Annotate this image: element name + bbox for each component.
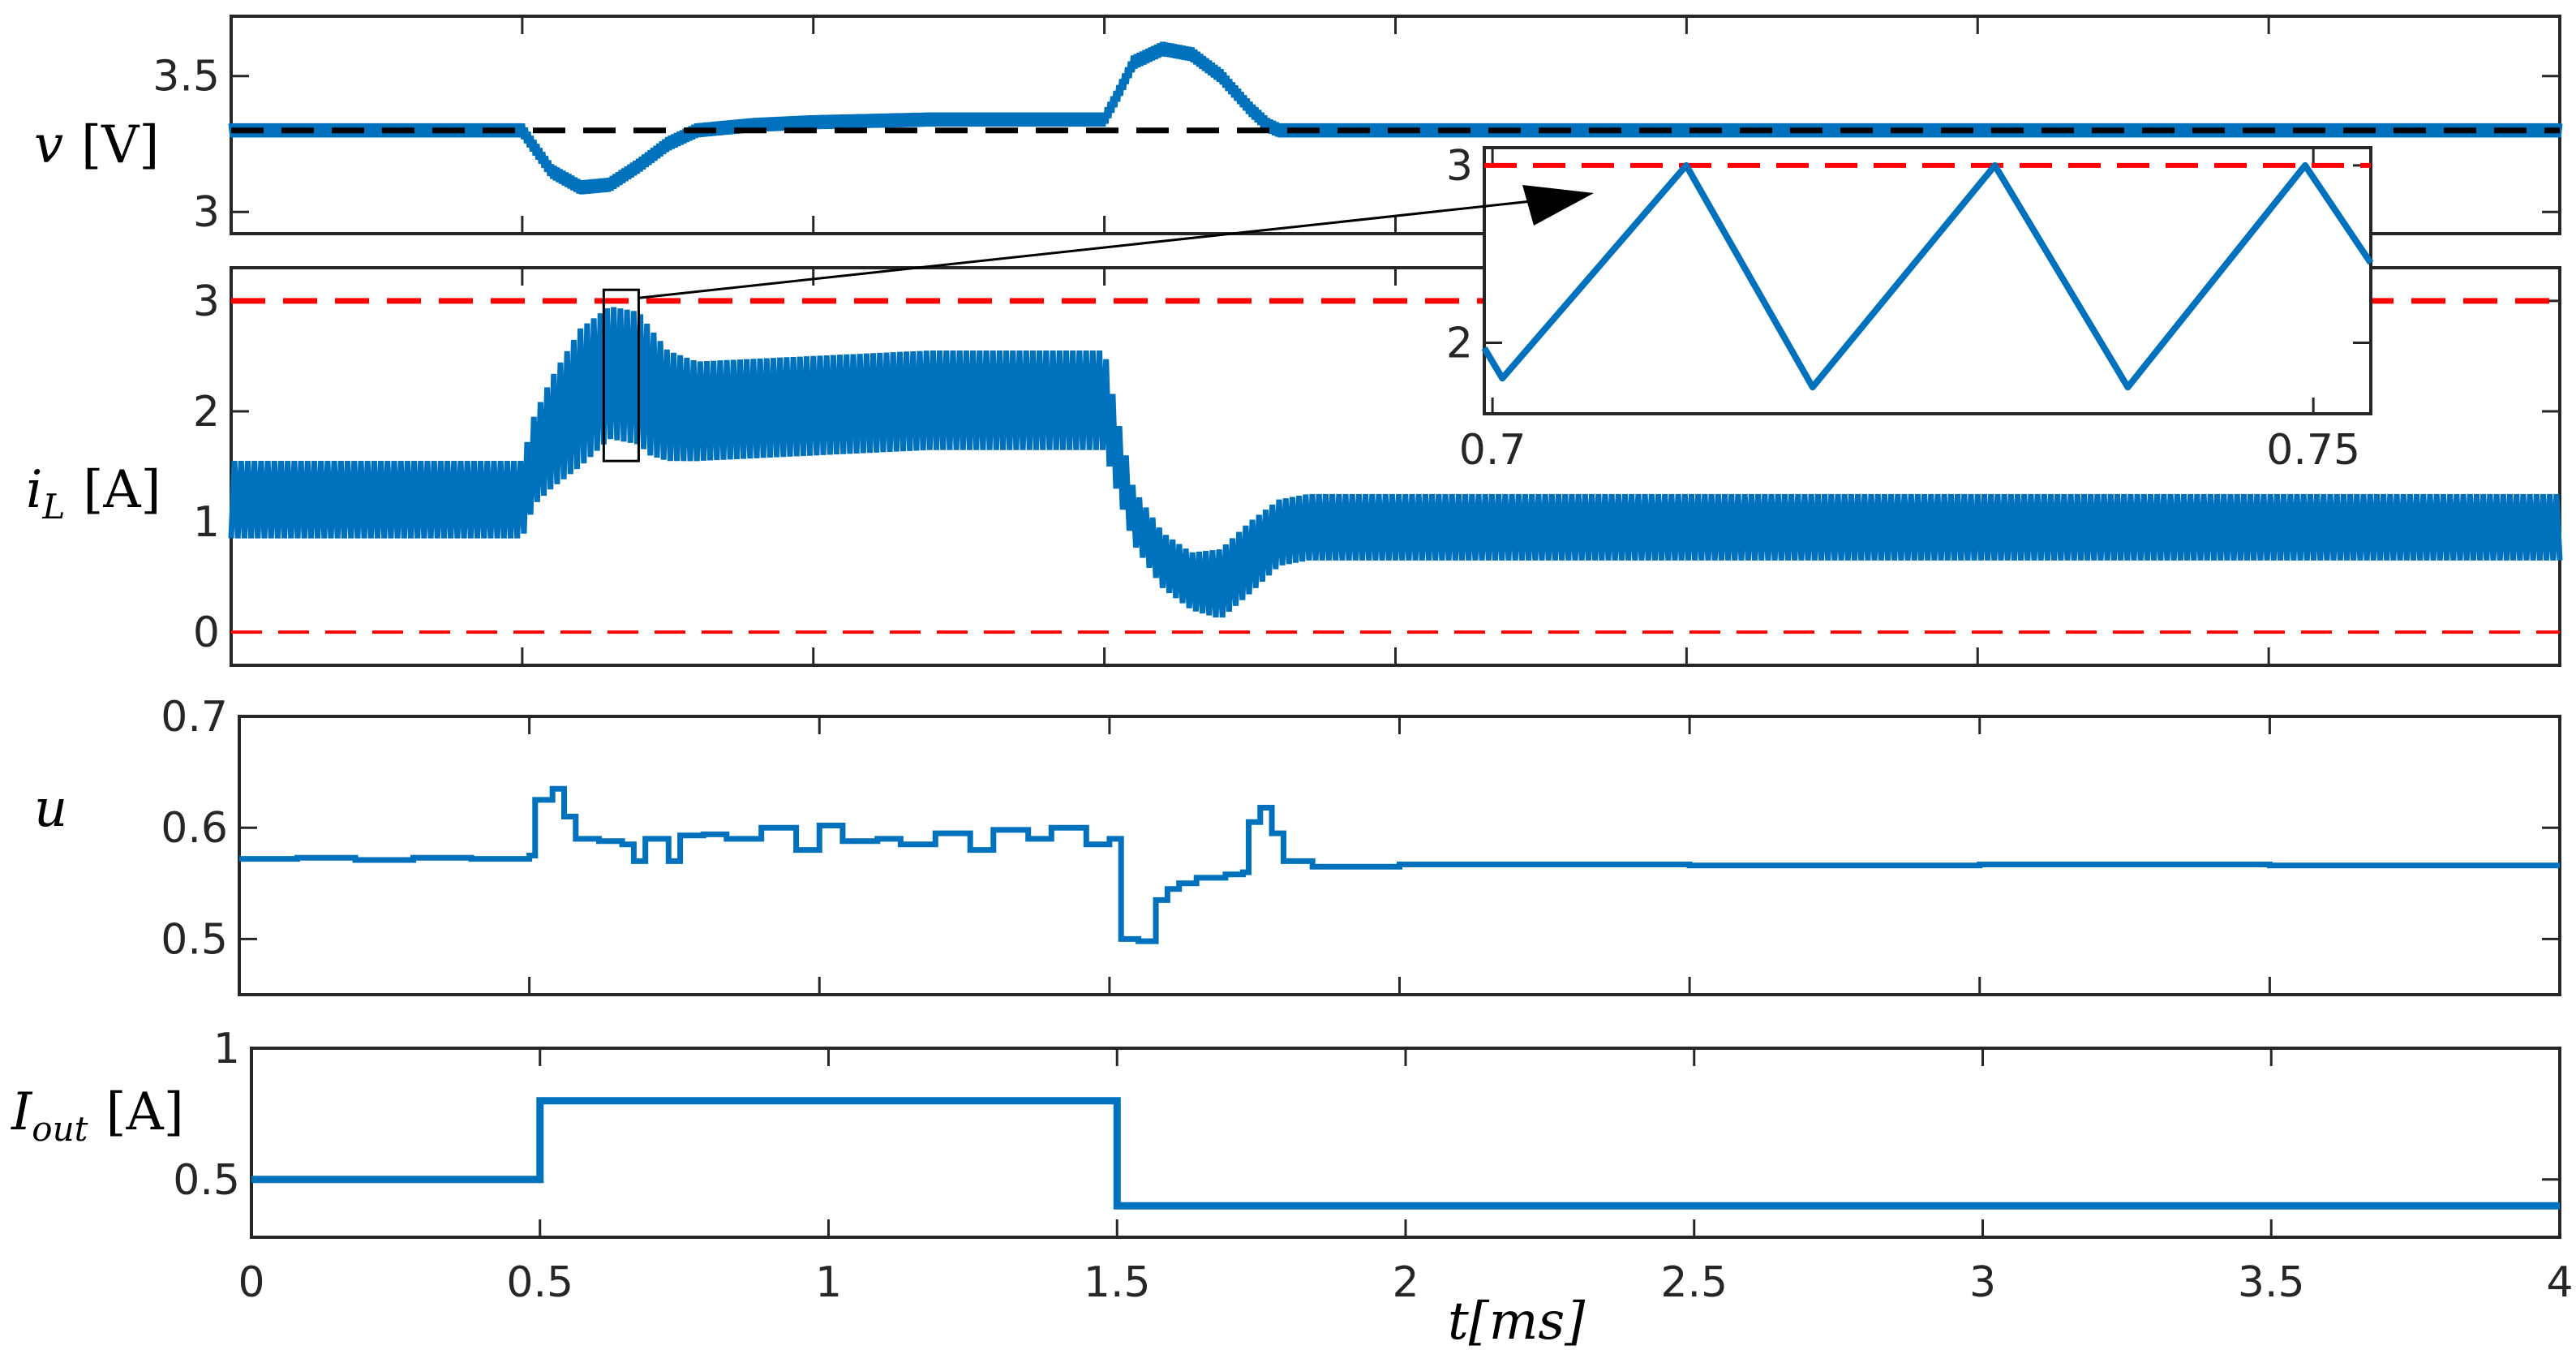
duty-series-line — [239, 785, 2560, 944]
current-ytick-label: 1 — [193, 498, 220, 547]
zoom-arrow-head — [1522, 185, 1594, 226]
current-xticks — [230, 268, 2561, 665]
load-marks — [251, 1097, 2560, 1210]
duty-panel: 0.5 0.6 0.7 u — [34, 693, 2561, 996]
inset-marks — [1481, 161, 2374, 391]
duty-y-axis-label: u — [34, 779, 67, 839]
inset-xtick-label: 0.75 — [2266, 426, 2360, 475]
x-tick-label: 1.5 — [1084, 1258, 1151, 1307]
voltage-panel: 33.5 v [V] — [34, 15, 2563, 237]
x-axis-unit: [ms] — [1469, 1292, 1586, 1352]
duty-ytick-label: 0.5 — [161, 915, 228, 964]
current-ytick-label: 0 — [193, 608, 220, 657]
inset-plot-frame — [1483, 146, 2372, 415]
duty-ytick-label: 0.7 — [161, 693, 228, 742]
x-tick-label: 4 — [2546, 1258, 2573, 1307]
voltage-ytick-label: 3.5 — [152, 53, 220, 101]
load-panel: 0.51 0 0.5 1 1.5 2 2.5 3 3.5 4 Iout [A] t[ms] — [11, 1025, 2574, 1352]
load-xticks: 0 0.5 1 1.5 2 2.5 3 3.5 4 — [238, 1048, 2574, 1307]
x-tick-label: 3.5 — [2238, 1258, 2305, 1307]
load-yticks: 0.51 — [173, 1025, 2560, 1205]
x-tick-label: 3 — [1969, 1258, 1996, 1307]
x-tick-label: 1 — [815, 1258, 842, 1307]
inset-series-line — [1481, 161, 2374, 391]
inset-ytick-label: 2 — [1446, 320, 1473, 368]
duty-marks — [239, 785, 2560, 944]
zoom-box — [602, 288, 640, 462]
x-tick-label: 2 — [1392, 1258, 1419, 1307]
current-series-line — [228, 307, 2563, 618]
duty-ytick-label: 0.6 — [161, 804, 228, 853]
zoom-arrow-line — [638, 196, 1562, 299]
load-y-axis-label: Iout [A] — [11, 1082, 184, 1149]
voltage-marks — [228, 41, 2563, 195]
inset-xtick-label: 0.7 — [1459, 426, 1526, 475]
load-y-unit: [A] — [106, 1082, 184, 1142]
x-axis-label: t[ms] — [1448, 1292, 1586, 1352]
current-y-axis-label: iL [A] — [26, 460, 161, 527]
duty-y-symbol: u — [34, 779, 67, 839]
voltage-ytick-label: 3 — [193, 188, 220, 237]
current-ytick-label: 2 — [193, 388, 220, 436]
x-tick-label: 0.5 — [506, 1258, 573, 1307]
duty-plot-frame — [238, 715, 2561, 996]
inset-yticks: 23 — [1446, 142, 2371, 368]
voltage-y-unit: [V] — [81, 115, 159, 175]
current-y-unit: [A] — [83, 460, 161, 520]
voltage-y-axis-label: v [V] — [34, 115, 159, 175]
load-y-symbol: I — [11, 1082, 33, 1142]
load-ytick-label: 0.5 — [173, 1156, 240, 1205]
inset-xticks: 0.7 0.75 — [1459, 148, 2360, 475]
current-y-symbol: i — [26, 460, 42, 520]
load-series-line — [251, 1097, 2560, 1210]
x-axis-symbol: t — [1448, 1292, 1469, 1352]
x-tick-label: 2.5 — [1660, 1258, 1728, 1307]
inset-ytick-label: 3 — [1446, 142, 1473, 191]
load-y-subscript: out — [32, 1109, 88, 1149]
x-tick-label: 0 — [238, 1258, 264, 1307]
load-ytick-label: 1 — [213, 1025, 240, 1073]
duty-yticks: 0.5 0.6 0.7 — [161, 693, 2560, 964]
current-y-subscript: L — [41, 487, 65, 527]
duty-xticks — [238, 716, 2561, 995]
current-ytick-label: 3 — [193, 277, 220, 326]
voltage-yticks: 33.5 — [152, 53, 2560, 237]
zoom-inset: 23 0.7 0.75 — [1446, 142, 2374, 475]
voltage-y-symbol: v — [34, 115, 63, 175]
zoom-annotation — [602, 185, 1594, 462]
